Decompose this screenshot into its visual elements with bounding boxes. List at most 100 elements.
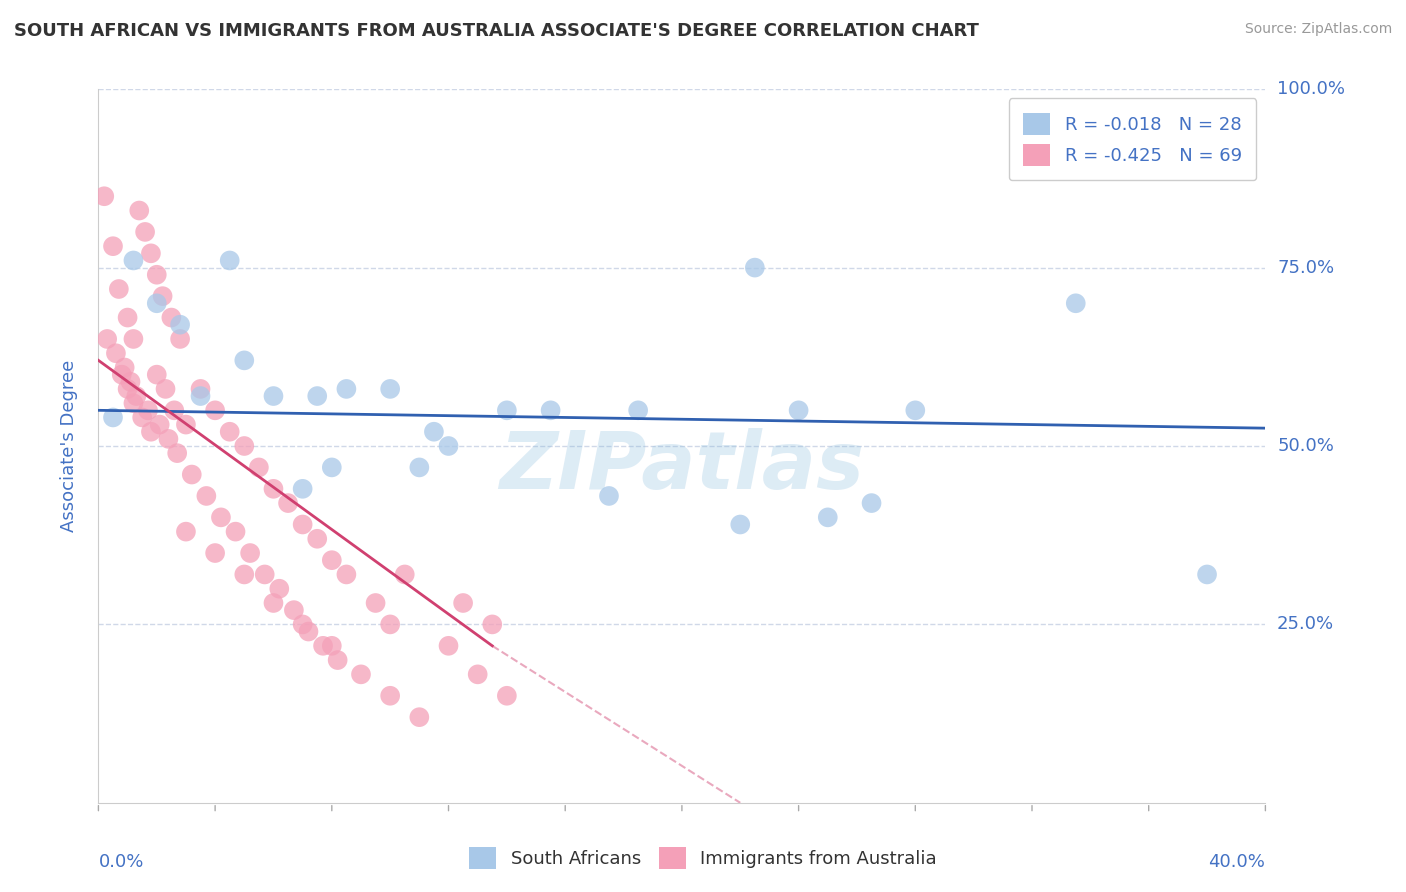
Point [146, 268, 169, 282]
Point [122, 396, 145, 410]
Point [787, 403, 810, 417]
Point [101, 239, 124, 253]
Point [225, 524, 247, 539]
Point [131, 410, 153, 425]
Point [128, 203, 150, 218]
Point [114, 360, 136, 375]
Text: 100.0%: 100.0% [1277, 80, 1346, 98]
Text: 25.0%: 25.0% [1277, 615, 1334, 633]
Point [627, 403, 650, 417]
Point [467, 667, 489, 681]
Point [408, 710, 430, 724]
Point [423, 425, 446, 439]
Point [495, 403, 517, 417]
Point [321, 553, 343, 567]
Point [152, 289, 174, 303]
Point [190, 389, 212, 403]
Legend: R = -0.018   N = 28, R = -0.425   N = 69: R = -0.018 N = 28, R = -0.425 N = 69 [1010, 98, 1257, 180]
Point [291, 482, 314, 496]
Text: 0.0%: 0.0% [98, 853, 143, 871]
Point [307, 532, 329, 546]
Text: 50.0%: 50.0% [1277, 437, 1334, 455]
Point [291, 617, 314, 632]
Point [744, 260, 766, 275]
Point [155, 382, 177, 396]
Point [218, 425, 240, 439]
Point [169, 318, 191, 332]
Point [326, 653, 349, 667]
Point [481, 617, 503, 632]
Point [233, 567, 256, 582]
Point [218, 253, 240, 268]
Point [451, 596, 474, 610]
Point [262, 389, 284, 403]
Point [180, 467, 202, 482]
Point [307, 389, 329, 403]
Point [860, 496, 883, 510]
Point [1195, 567, 1218, 582]
Y-axis label: Associate's Degree: Associate's Degree [59, 359, 77, 533]
Point [598, 489, 620, 503]
Text: 40.0%: 40.0% [1209, 853, 1265, 871]
Point [163, 403, 186, 417]
Point [335, 382, 357, 396]
Point [146, 296, 169, 310]
Point [93, 189, 115, 203]
Point [262, 482, 284, 496]
Point [262, 596, 284, 610]
Point [139, 246, 162, 260]
Point [437, 639, 460, 653]
Text: SOUTH AFRICAN VS IMMIGRANTS FROM AUSTRALIA ASSOCIATE'S DEGREE CORRELATION CHART: SOUTH AFRICAN VS IMMIGRANTS FROM AUSTRAL… [14, 22, 979, 40]
Point [122, 253, 145, 268]
Point [149, 417, 172, 432]
Point [204, 546, 226, 560]
Point [146, 368, 169, 382]
Point [174, 417, 197, 432]
Point [277, 496, 299, 510]
Point [540, 403, 562, 417]
Point [364, 596, 387, 610]
Point [394, 567, 416, 582]
Point [269, 582, 291, 596]
Point [209, 510, 232, 524]
Text: 75.0%: 75.0% [1277, 259, 1334, 277]
Point [350, 667, 373, 681]
Point [104, 346, 127, 360]
Point [233, 439, 256, 453]
Point [321, 639, 343, 653]
Point [166, 446, 188, 460]
Point [239, 546, 262, 560]
Point [195, 489, 218, 503]
Point [312, 639, 335, 653]
Point [904, 403, 927, 417]
Point [378, 689, 402, 703]
Point [157, 432, 180, 446]
Point [108, 282, 131, 296]
Point [378, 617, 402, 632]
Point [408, 460, 430, 475]
Point [321, 460, 343, 475]
Point [247, 460, 270, 475]
Point [101, 410, 124, 425]
Point [139, 425, 162, 439]
Point [136, 403, 159, 417]
Point [117, 382, 139, 396]
Point [160, 310, 183, 325]
Point [297, 624, 319, 639]
Point [1064, 296, 1087, 310]
Point [291, 517, 314, 532]
Point [96, 332, 118, 346]
Point [495, 689, 517, 703]
Point [111, 368, 134, 382]
Point [283, 603, 305, 617]
Point [204, 403, 226, 417]
Point [117, 310, 139, 325]
Point [134, 225, 156, 239]
Point [190, 382, 212, 396]
Point [174, 524, 197, 539]
Point [120, 375, 142, 389]
Point [437, 439, 460, 453]
Text: ZIPatlas: ZIPatlas [499, 428, 865, 507]
Point [169, 332, 191, 346]
Point [378, 382, 402, 396]
